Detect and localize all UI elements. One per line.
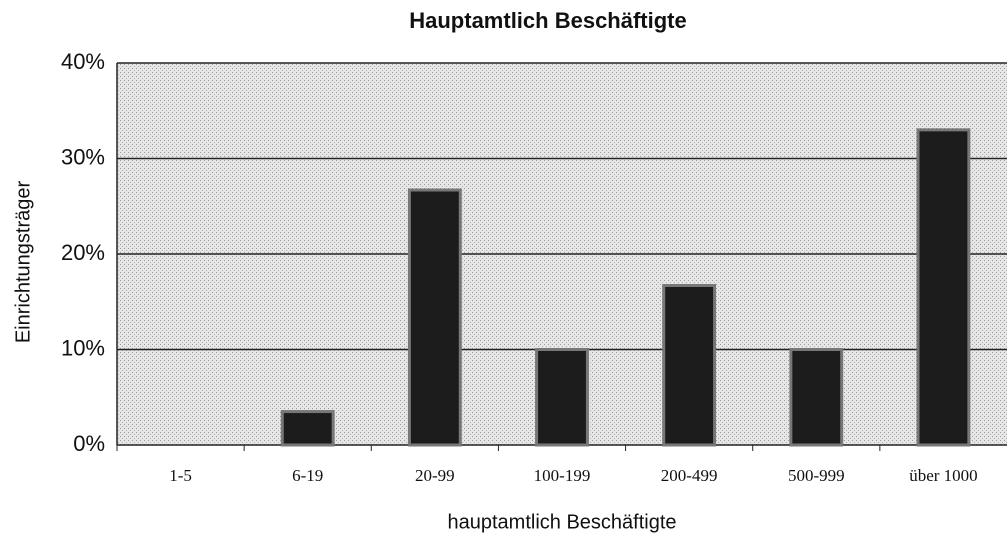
bar — [535, 348, 589, 447]
y-tick-label: 20% — [61, 240, 105, 265]
x-tick-label: 20-99 — [415, 466, 455, 485]
x-tick-label: über 1000 — [909, 466, 977, 485]
bar — [662, 284, 717, 447]
bar — [280, 410, 335, 447]
x-tick-label: 100-199 — [534, 466, 591, 485]
bar — [407, 188, 462, 447]
y-tick-label: 40% — [61, 49, 105, 74]
x-tick-label: 1-5 — [169, 466, 192, 485]
x-axis-label: hauptamtlich Beschäftigte — [447, 511, 676, 533]
x-tick-label: 500-999 — [788, 466, 845, 485]
bar — [789, 348, 844, 447]
y-axis-label: Einrichtungsträger — [12, 181, 34, 344]
x-tick-label: 6-19 — [292, 466, 323, 485]
x-tick-label: 200-499 — [661, 466, 718, 485]
y-tick-label: 10% — [61, 335, 105, 360]
y-tick-label: 0% — [73, 431, 105, 456]
bar — [916, 128, 971, 447]
y-tick-label: 30% — [61, 144, 105, 169]
chart-title: Hauptamtlich Beschäftigte — [409, 8, 687, 33]
